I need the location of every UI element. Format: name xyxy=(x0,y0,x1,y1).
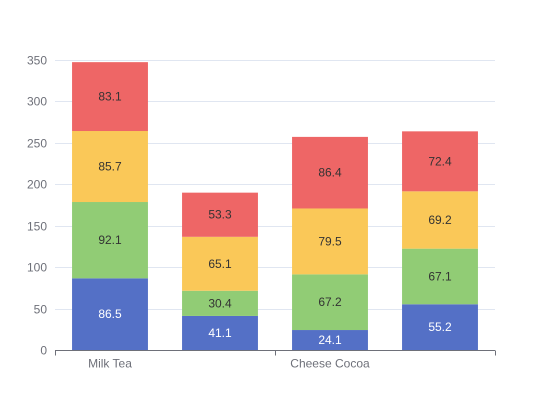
axes: 0 50 100 150 200 250 300 350 Milk Tea Cheese Coco… xyxy=(27,54,496,371)
bar-segment xyxy=(182,315,258,350)
data-label: 86.4 xyxy=(318,166,342,180)
x-tick-label: Cheese Cocoa xyxy=(290,357,370,371)
y-tick-label: 0 xyxy=(40,344,47,358)
data-label: 92.1 xyxy=(98,233,122,247)
data-label: 65.1 xyxy=(208,257,232,271)
data-label: 79.5 xyxy=(318,234,342,248)
y-tick-label: 50 xyxy=(34,303,48,317)
bar-segment xyxy=(72,131,148,203)
y-tick-label: 350 xyxy=(27,54,47,68)
data-label: 53.3 xyxy=(208,208,232,222)
y-tick-label: 100 xyxy=(27,261,47,275)
bar-segment xyxy=(72,278,148,350)
data-label: 67.2 xyxy=(318,295,342,309)
data-label: 30.4 xyxy=(208,296,232,310)
data-labels: 86.5 92.1 85.7 83.1 41.1 30.4 65.1 53.3 24.1 67.2… xyxy=(98,90,452,347)
bar-segment xyxy=(182,290,258,316)
y-tick-label: 200 xyxy=(27,178,47,192)
data-label: 72.4 xyxy=(428,154,452,168)
bars xyxy=(72,62,478,350)
data-label: 41.1 xyxy=(208,326,232,340)
bar-segment xyxy=(72,62,148,132)
y-tick-label: 150 xyxy=(27,220,47,234)
data-label: 69.2 xyxy=(428,213,452,227)
bar-segment xyxy=(402,248,478,305)
data-label: 55.2 xyxy=(428,320,452,334)
data-label: 67.1 xyxy=(428,269,452,283)
data-label: 83.1 xyxy=(98,90,122,104)
bar-segment xyxy=(402,191,478,249)
y-tick-label: 300 xyxy=(27,95,47,109)
bar-segment xyxy=(292,136,368,209)
bar-segment xyxy=(182,236,258,291)
bar-segment xyxy=(182,192,258,237)
y-tick-label: 250 xyxy=(27,137,47,151)
data-label: 86.5 xyxy=(98,307,122,321)
data-label: 24.1 xyxy=(318,333,342,347)
bar-segment xyxy=(292,274,368,331)
bar-segment xyxy=(402,304,478,350)
bar-segment xyxy=(292,208,368,275)
bar-segment xyxy=(292,330,368,350)
bar-segment xyxy=(402,131,478,192)
x-tick-label: Milk Tea xyxy=(88,357,132,371)
bar-segment xyxy=(72,202,148,279)
data-label: 85.7 xyxy=(98,160,122,174)
